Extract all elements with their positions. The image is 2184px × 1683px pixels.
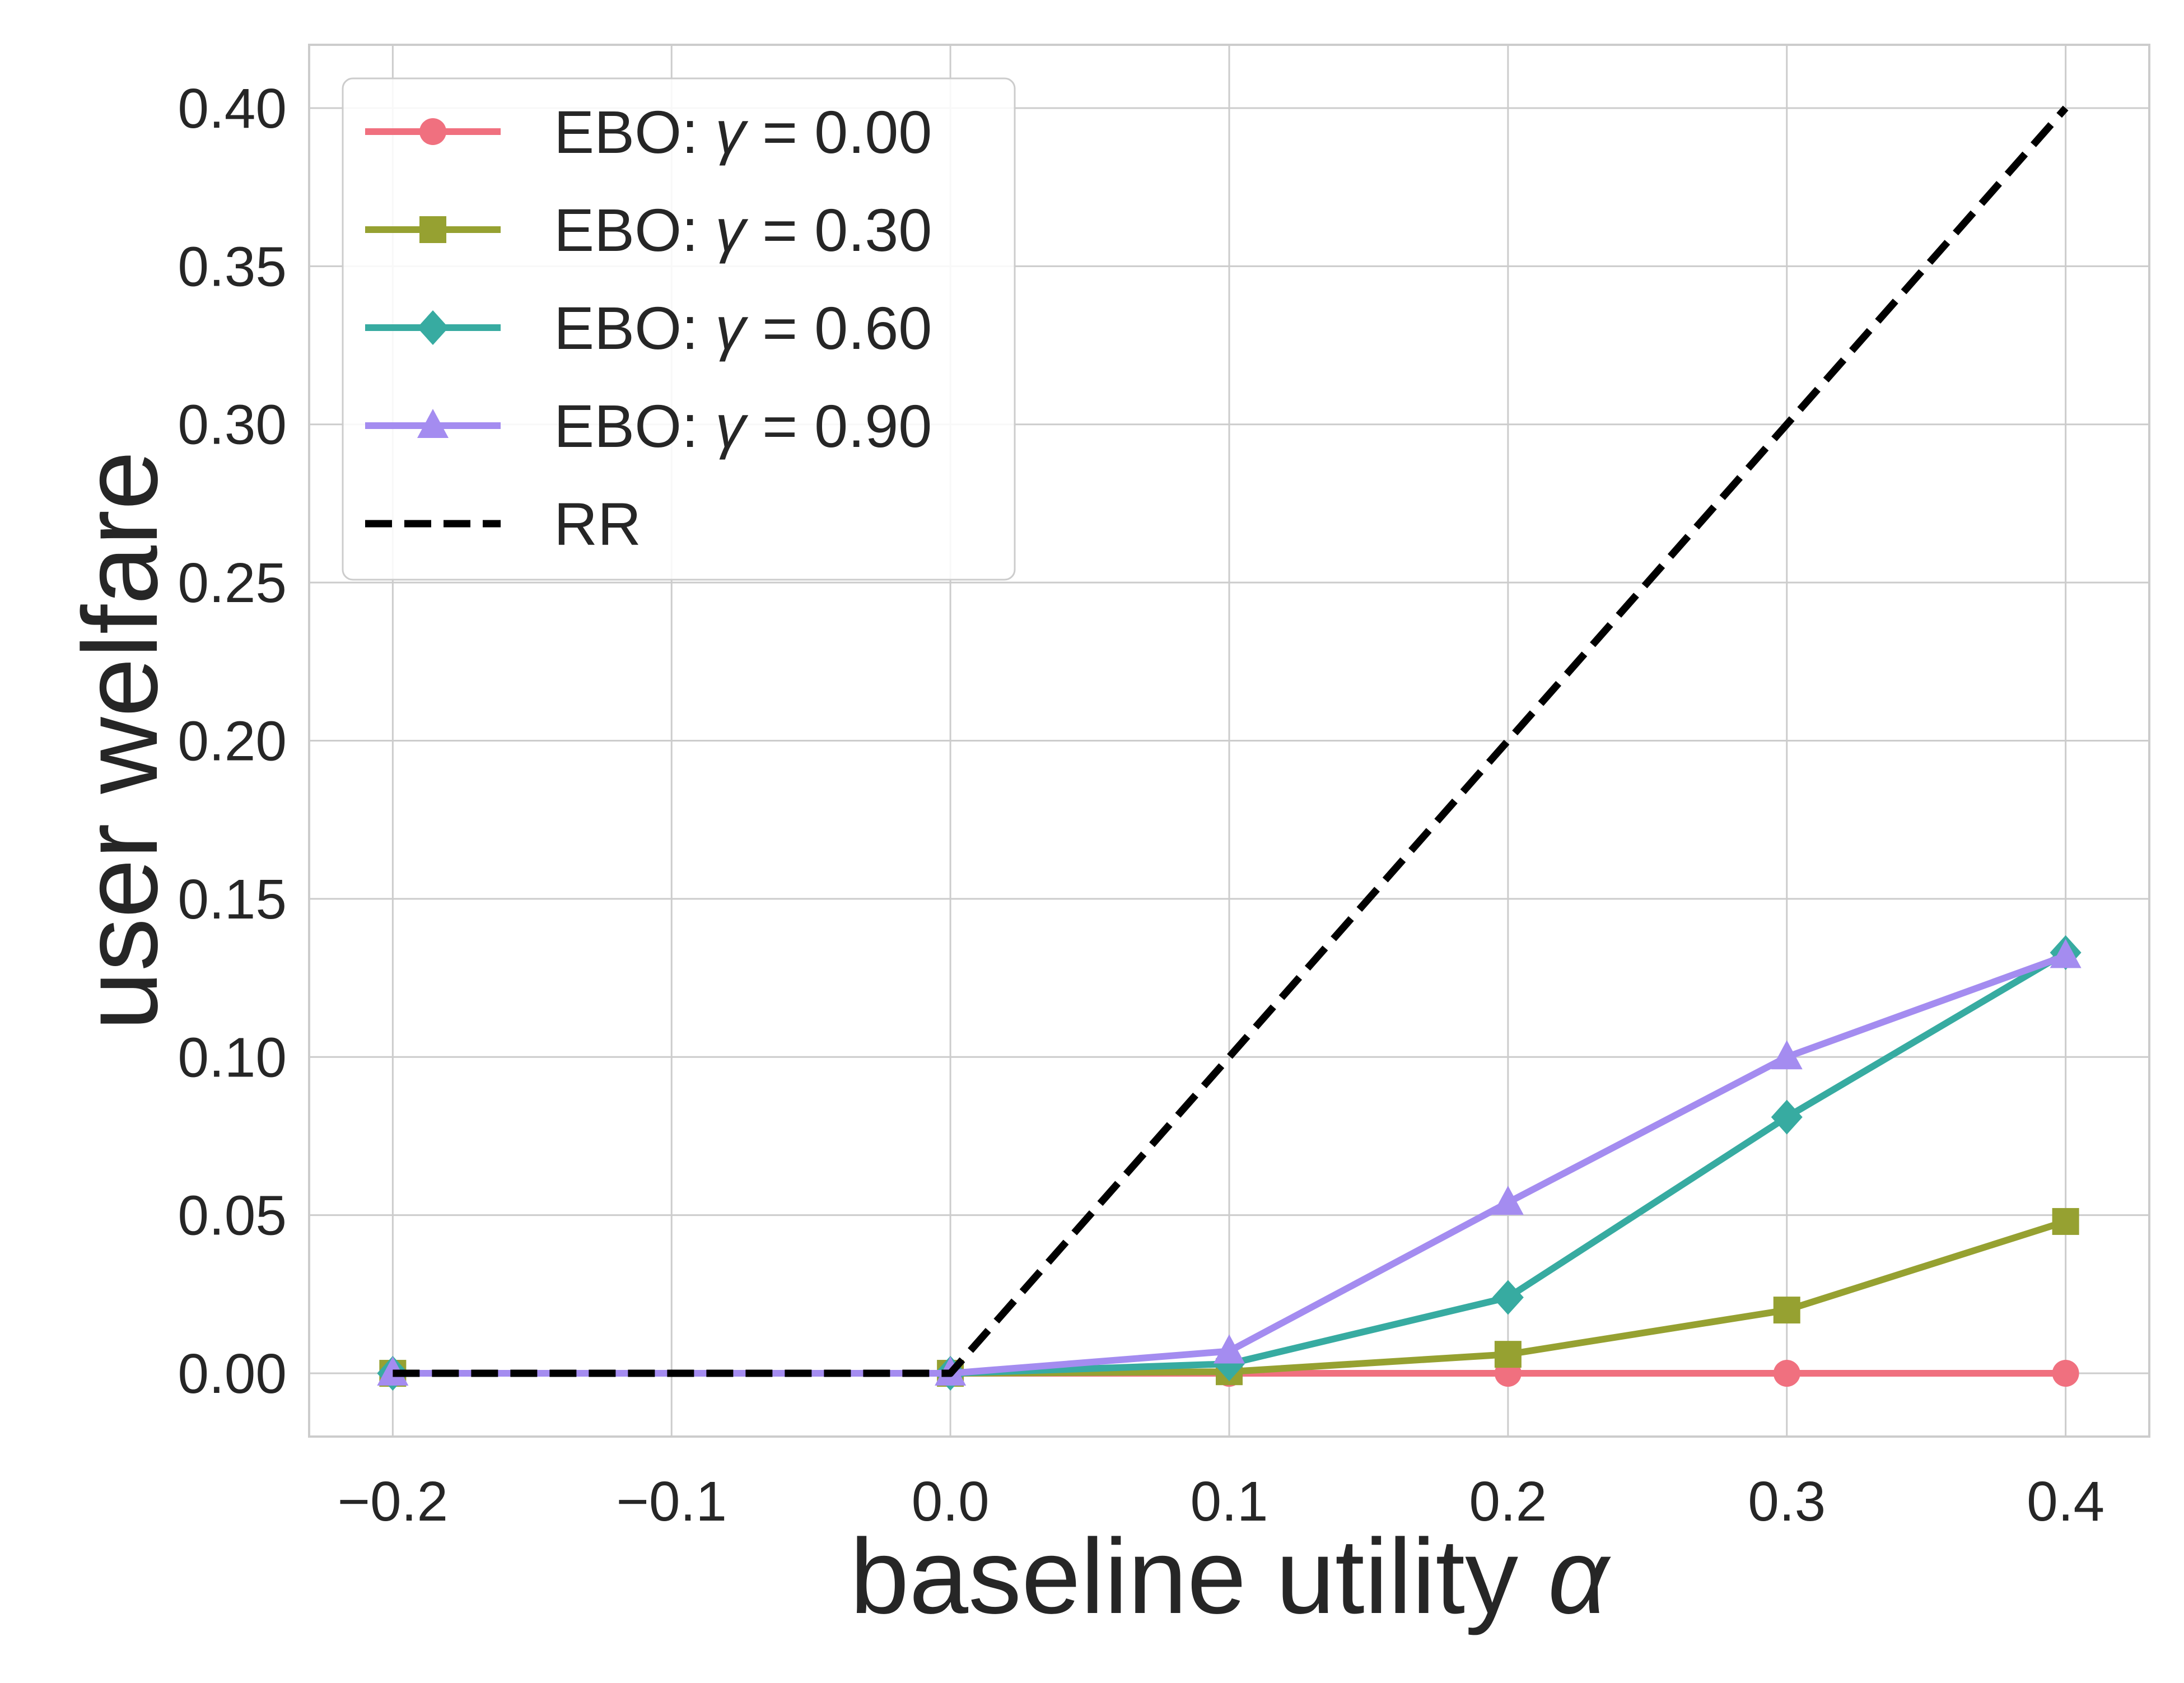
x-tick-label: 0.4 bbox=[2027, 1470, 2104, 1533]
y-tick-label: 0.10 bbox=[178, 1026, 287, 1089]
y-tick-label: 0.15 bbox=[178, 868, 287, 931]
tick-labels: −0.2 −0.1 0.0 0.1 0.2 0.3 0.4 0.00 0.05 0.10 0.15 0… bbox=[178, 77, 2104, 1533]
x-tick-label: 0.3 bbox=[1748, 1470, 1826, 1533]
y-tick-label: 0.25 bbox=[178, 552, 287, 614]
y-tick-label: 0.05 bbox=[178, 1185, 287, 1247]
legend-marker bbox=[419, 216, 446, 243]
series-line bbox=[393, 105, 2069, 1377]
data-point bbox=[1214, 1334, 1245, 1364]
legend-marker bbox=[417, 409, 449, 438]
data-point bbox=[2052, 1360, 2079, 1387]
y-tick-label: 0.35 bbox=[178, 235, 287, 298]
legend-label: RR bbox=[554, 490, 641, 558]
x-tick-label: −0.1 bbox=[617, 1470, 727, 1533]
x-tick-label: 0.1 bbox=[1190, 1470, 1268, 1533]
data-point bbox=[2050, 939, 2082, 968]
x-axis-title: baseline utility α bbox=[850, 1517, 1611, 1636]
y-tick-label: 0.30 bbox=[178, 394, 287, 456]
grid bbox=[309, 45, 2149, 1437]
legend-entry-4: RR bbox=[365, 490, 641, 558]
y-tick-label: 0.20 bbox=[178, 710, 287, 773]
y-tick-label: 0.40 bbox=[178, 77, 287, 140]
legend-entry-1: EBO: γ = 0.30 bbox=[365, 196, 932, 264]
legend-label: EBO: γ = 0.30 bbox=[554, 196, 932, 264]
legend-marker bbox=[417, 310, 449, 345]
legend: EBO: γ = 0.00 EBO: γ = 0.30 EBO: γ = 0.60 E… bbox=[342, 77, 1016, 581]
data-point bbox=[1492, 1186, 1524, 1215]
data-point bbox=[2052, 1208, 2079, 1235]
x-tick-label: −0.2 bbox=[338, 1470, 448, 1533]
series-line bbox=[393, 952, 2067, 1377]
legend-label: EBO: γ = 0.90 bbox=[554, 392, 932, 460]
legend-entry-2: EBO: γ = 0.60 bbox=[365, 294, 932, 362]
data-point bbox=[1494, 1341, 1522, 1368]
data-point bbox=[1492, 1280, 1524, 1315]
series bbox=[377, 105, 2082, 1391]
data-point bbox=[1771, 1099, 1803, 1135]
legend-label: EBO: γ = 0.60 bbox=[554, 294, 932, 362]
data-point bbox=[1773, 1297, 1800, 1324]
data-point bbox=[1771, 1040, 1803, 1070]
legend-label: EBO: γ = 0.00 bbox=[554, 98, 932, 166]
plot-frame bbox=[308, 44, 2150, 1438]
y-axis-title: user welfare bbox=[61, 451, 180, 1031]
series-4 bbox=[393, 105, 2069, 1377]
x-tick-label: 0.0 bbox=[912, 1470, 990, 1533]
legend-marker bbox=[419, 118, 446, 145]
y-tick-label: 0.00 bbox=[178, 1342, 287, 1405]
x-tick-label: 0.2 bbox=[1469, 1470, 1547, 1533]
legend-entry-3: EBO: γ = 0.90 bbox=[365, 392, 932, 460]
legend-entry-0: EBO: γ = 0.00 bbox=[365, 98, 932, 166]
data-point bbox=[1773, 1360, 1800, 1387]
legend-box bbox=[342, 77, 1016, 581]
